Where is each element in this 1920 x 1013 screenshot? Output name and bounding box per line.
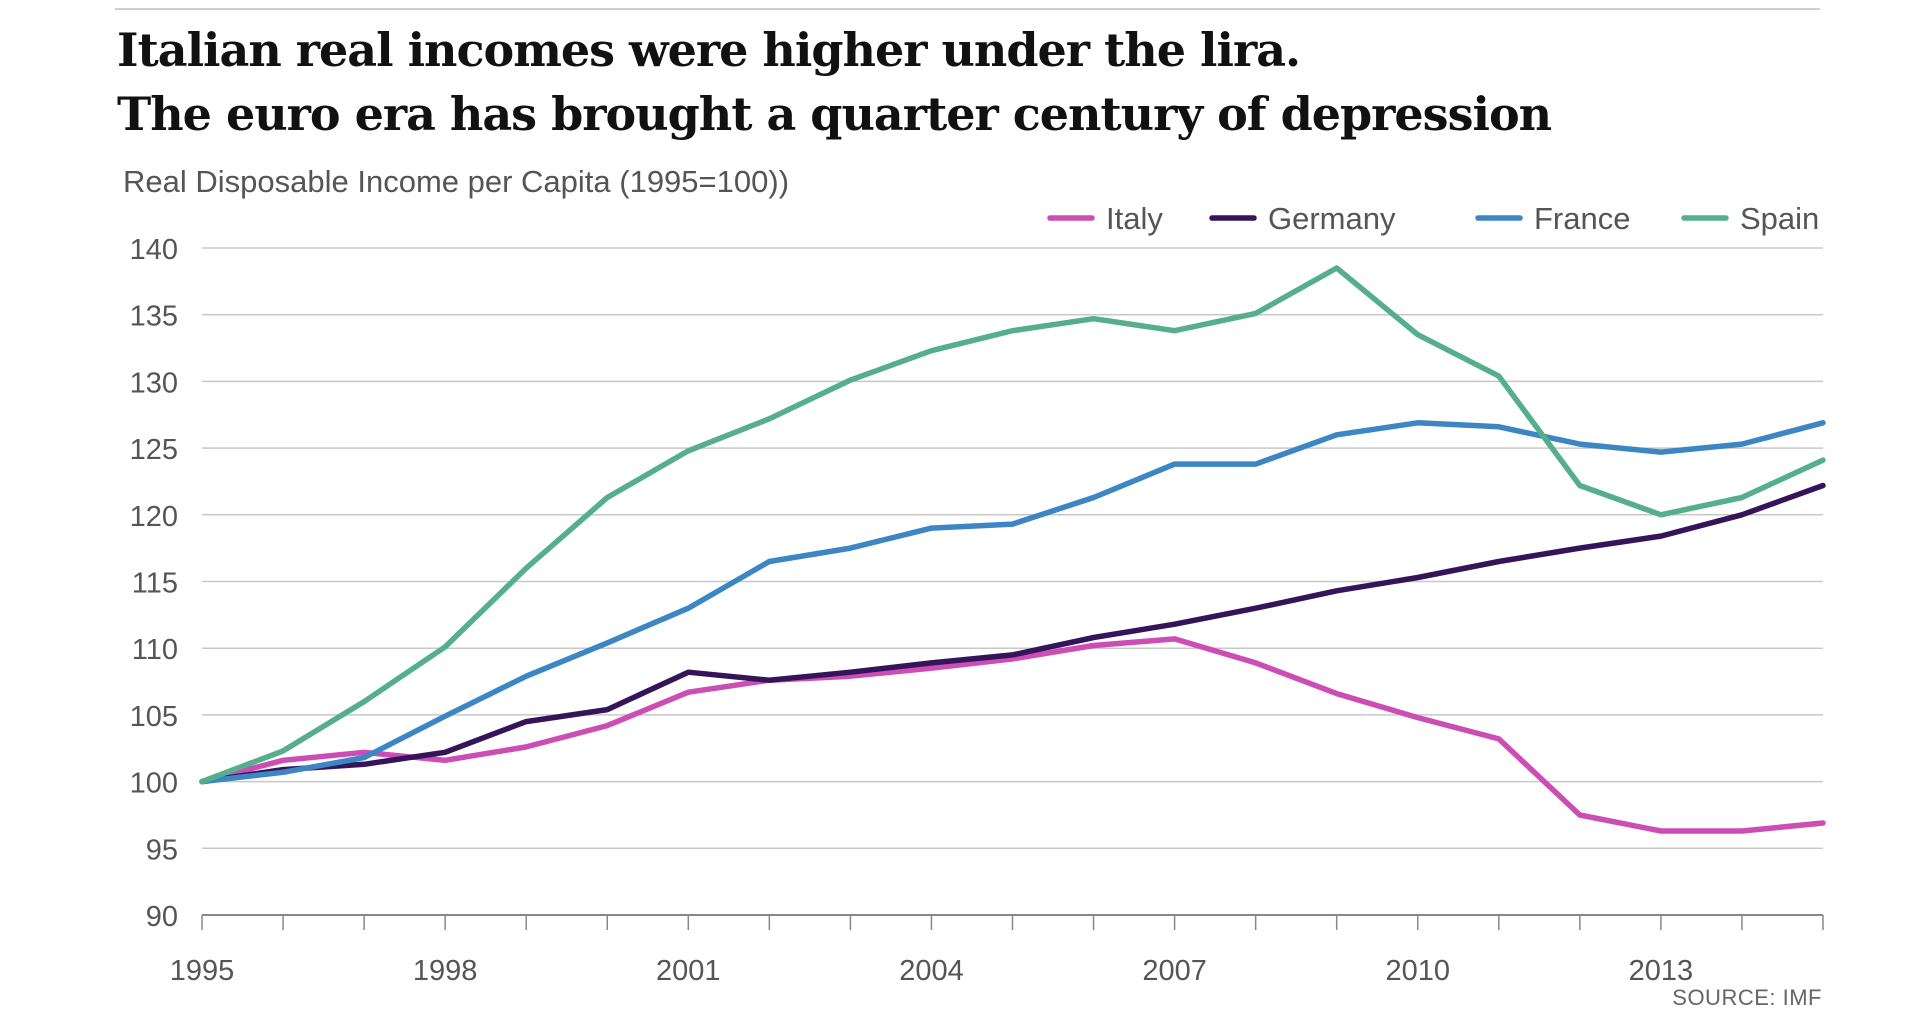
chart-subtitle: Real Disposable Income per Capita (1995=… xyxy=(123,164,790,199)
y-tick-label: 120 xyxy=(130,501,178,533)
x-tick-label: 2004 xyxy=(899,955,964,987)
y-tick-label: 135 xyxy=(130,301,178,333)
y-tick-label: 130 xyxy=(130,367,178,399)
y-tick-label: 90 xyxy=(146,901,178,933)
series-line-spain xyxy=(199,265,1826,785)
y-tick-label: 105 xyxy=(130,701,178,733)
source-note: SOURCE: IMF xyxy=(1672,985,1822,1010)
x-tick-label: 2013 xyxy=(1629,955,1694,987)
chart-title: Italian real incomes were higher under t… xyxy=(117,18,1552,146)
x-tick-label: 1998 xyxy=(413,955,478,987)
series-line-germany xyxy=(199,482,1826,785)
y-tick-label: 110 xyxy=(132,634,178,666)
y-tick-label: 125 xyxy=(130,434,178,466)
legend-label-germany: Germany xyxy=(1268,201,1396,236)
title-line-2: The euro era has brought a quarter centu… xyxy=(117,87,1552,141)
top-rule xyxy=(115,8,1820,10)
legend-label-italy: Italy xyxy=(1106,201,1163,236)
title-line-1: Italian real incomes were higher under t… xyxy=(117,23,1301,77)
x-tick-label: 2001 xyxy=(656,955,721,987)
legend-label-spain: Spain xyxy=(1740,201,1819,236)
x-axis: 1995 1998 2001 2004 2007 2010 2013 xyxy=(170,915,1824,987)
series-line-france xyxy=(199,420,1826,785)
series-lines xyxy=(199,265,1826,834)
series-line-italy xyxy=(199,636,1826,834)
x-tick-label: 1995 xyxy=(170,955,235,987)
x-tick-label: 2007 xyxy=(1142,955,1207,987)
y-tick-label: 140 xyxy=(130,234,178,266)
x-tick-label: 2010 xyxy=(1385,955,1450,987)
y-axis-ticks: 140 135 130 125 120 115 110 105 100 95 90 xyxy=(130,234,178,933)
grid-lines xyxy=(202,247,1823,916)
y-tick-label: 95 xyxy=(146,834,178,866)
y-tick-label: 115 xyxy=(132,568,178,600)
y-tick-label: 100 xyxy=(130,768,178,800)
legend: Italy Germany France Spain xyxy=(1047,201,1819,236)
legend-label-france: France xyxy=(1534,201,1630,236)
